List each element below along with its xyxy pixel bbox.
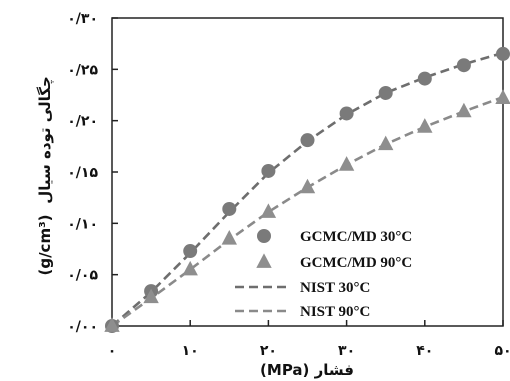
x-tick-label: ۴۰ [416,343,433,359]
series-layer [104,46,510,333]
x-tick-label: ۰ [108,343,117,359]
y-axis-title-text: چگالی توده سیال [36,76,55,204]
legend-marker-swatch [256,253,272,268]
data-point [496,46,510,61]
series-gcmc-md-90-c [104,89,510,332]
data-point [417,71,432,86]
legend-label: NIST 90°C [300,304,370,320]
legend: GCMC/MD 30°C GCMC/MD 90°C NIST 30°C NIST 90… [235,229,412,320]
x-axis-title: فشار (MPa) [260,361,354,379]
legend-label: NIST 30°C [300,280,370,296]
data-point [104,317,120,332]
y-tick-label: ۰/۱۵ [67,165,98,181]
x-tick-label: ۳۰ [338,343,355,359]
legend-marker-swatch [257,229,271,243]
data-point [300,133,315,148]
x-tick-label: ۱۰ [182,343,199,359]
data-point [261,163,276,178]
y-tick-label: ۰/۰۵ [67,268,98,284]
data-point [182,260,198,276]
y-axis-ticks: ۰/۰۰ ۰/۰۵ ۰/۱۰ ۰/۱۵ ۰/۲۰ ۰/۲۵ ۰/۳۰ [67,11,118,335]
data-point [417,118,433,133]
y-tick-label: ۰/۱۰ [67,216,98,232]
data-point [183,244,198,259]
data-point [378,135,394,151]
y-axis-title: چگالی توده سیال (g/cm³) [36,76,55,275]
y-tick-label: ۰/۰۰ [67,319,98,335]
data-point [338,156,355,171]
data-point [222,201,237,216]
legend-label: GCMC/MD 90°C [300,255,412,271]
data-point [221,230,237,245]
y-tick-label: ۰/۲۰ [67,114,98,130]
data-point [495,89,510,104]
x-tick-label: ۲۰ [260,343,277,359]
data-point [339,106,354,121]
data-point [260,203,277,218]
legend-label: GCMC/MD 30°C [300,229,412,245]
data-point [143,288,159,304]
data-point [378,85,393,100]
x-axis-ticks: ۰ ۱۰ ۲۰ ۳۰ ۴۰ ۵۰ [108,320,510,359]
data-point [456,58,471,73]
y-axis-title-unit: (g/cm³) [36,214,54,275]
x-tick-label: ۵۰ [494,343,510,359]
y-tick-label: ۰/۳۰ [67,11,98,27]
data-point [299,178,316,194]
y-tick-label: ۰/۲۵ [67,62,98,78]
data-point [456,102,472,118]
